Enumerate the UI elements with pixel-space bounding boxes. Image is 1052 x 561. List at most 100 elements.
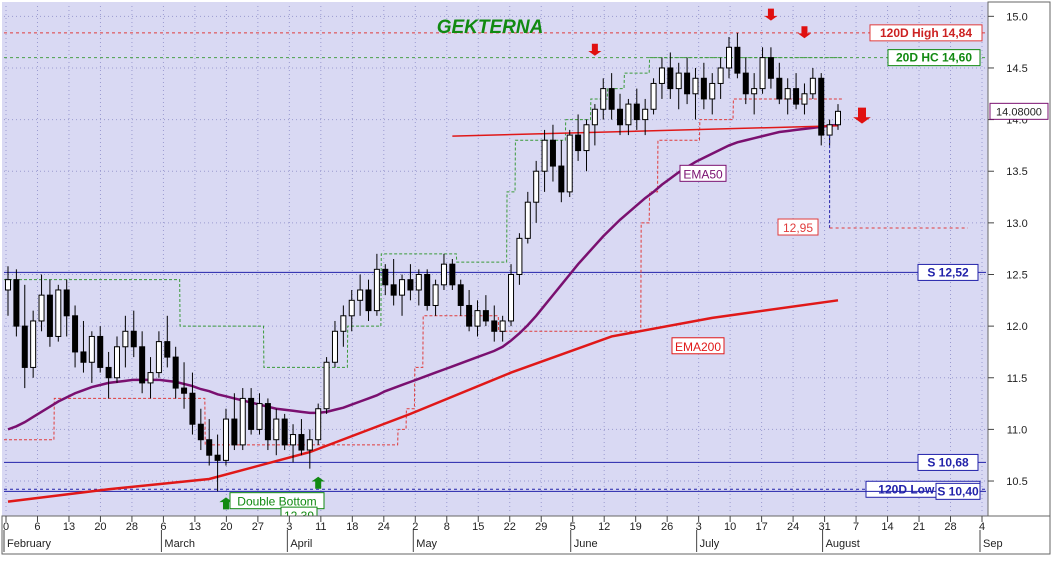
annotation-box bbox=[671, 337, 725, 355]
candle-up bbox=[222, 418, 229, 461]
candle-down bbox=[457, 284, 464, 306]
annotations-layer: Double Bottom12,39EMA50EMA20012,95 bbox=[219, 8, 968, 524]
x-tick-label: 24 bbox=[787, 521, 799, 533]
candle-up bbox=[357, 289, 364, 301]
candle-down bbox=[424, 273, 431, 306]
candle-down bbox=[734, 46, 741, 74]
candle-up bbox=[835, 110, 841, 126]
annotation-box bbox=[679, 164, 727, 182]
x-tick-label: 28 bbox=[126, 521, 138, 533]
candle-down bbox=[382, 268, 389, 286]
candle-down bbox=[298, 434, 305, 451]
candle-up bbox=[290, 434, 297, 446]
x-tick-label: 13 bbox=[63, 521, 75, 533]
red-down-arrow-icon bbox=[797, 26, 812, 39]
x-tick-label: 29 bbox=[535, 521, 547, 533]
candle-down bbox=[97, 335, 104, 368]
x-tick-label: 20 bbox=[94, 521, 106, 533]
red-stop-line bbox=[4, 98, 842, 446]
candle-up bbox=[348, 299, 355, 317]
candle-up bbox=[113, 346, 120, 379]
candle-up bbox=[625, 103, 632, 126]
x-tick-label: 14 bbox=[881, 521, 893, 533]
candle-up bbox=[88, 335, 95, 363]
month-label: May bbox=[416, 538, 437, 550]
x-tick-label: 10 bbox=[724, 521, 736, 533]
candle-down bbox=[390, 284, 397, 296]
candle-up bbox=[759, 57, 766, 90]
y-axis: 10.511.011.512.012.513.013.514.014.515.0… bbox=[988, 11, 1049, 488]
green-up-arrow-icon bbox=[311, 476, 325, 489]
x-tick-label: 6 bbox=[34, 521, 40, 533]
level-label-box bbox=[887, 49, 981, 67]
last-price-box bbox=[989, 102, 1049, 120]
month-label: August bbox=[826, 538, 860, 550]
candle-up bbox=[751, 88, 758, 95]
candle-up bbox=[474, 310, 481, 327]
candle-up bbox=[315, 408, 322, 441]
candle-down bbox=[13, 279, 20, 327]
level-label: S 10,68 bbox=[927, 455, 969, 469]
month-label: June bbox=[574, 538, 598, 550]
month-label: Sep bbox=[983, 538, 1003, 550]
x-tick-label: 3 bbox=[286, 521, 292, 533]
candle-down bbox=[72, 315, 79, 353]
candle-down bbox=[63, 289, 70, 317]
y-tick-label: 12.0 bbox=[1006, 321, 1027, 333]
candle-down bbox=[231, 418, 238, 446]
level-label-box bbox=[917, 453, 979, 471]
candle-up bbox=[440, 263, 447, 286]
annotation-label: EMA50 bbox=[683, 167, 723, 181]
candle-down bbox=[197, 423, 204, 441]
x-tick-label: 31 bbox=[818, 521, 830, 533]
level-label: S 10,40 bbox=[937, 484, 979, 498]
candle-up bbox=[399, 279, 406, 296]
ema50-line bbox=[7, 123, 839, 431]
last-price-label: 14.08000 bbox=[996, 106, 1042, 118]
candle-down bbox=[491, 320, 498, 332]
candlesticks bbox=[5, 32, 841, 492]
candle-down bbox=[684, 72, 691, 95]
annotation-label: Double Bottom bbox=[237, 495, 316, 509]
horizontal-levels: 120D High 14,84 20D HC 14,60 S 12,52 S 10,6… bbox=[4, 24, 986, 500]
candle-down bbox=[264, 403, 271, 441]
level-label-box bbox=[935, 482, 981, 500]
x-tick-label: 2 bbox=[412, 521, 418, 533]
x-tick-label: 18 bbox=[346, 521, 358, 533]
level-label: 20D HC 14,60 bbox=[896, 51, 972, 65]
x-tick-label: 11 bbox=[315, 521, 326, 533]
x-tick-label: 26 bbox=[661, 521, 673, 533]
x-tick-label: 3 bbox=[696, 521, 702, 533]
candle-down bbox=[776, 77, 783, 100]
candle-up bbox=[692, 77, 699, 95]
candle-up bbox=[38, 294, 45, 322]
x-tick-label: 0 bbox=[3, 521, 9, 533]
candle-up bbox=[784, 88, 791, 100]
candle-up bbox=[323, 361, 330, 410]
candle-down bbox=[181, 387, 188, 394]
candle-up bbox=[675, 72, 682, 90]
candle-up bbox=[340, 315, 347, 332]
candle-up bbox=[591, 108, 598, 126]
candle-down bbox=[617, 108, 624, 126]
candle-up bbox=[122, 330, 129, 348]
candle-up bbox=[801, 93, 808, 105]
y-tick-label: 13.0 bbox=[1006, 218, 1027, 230]
candle-down bbox=[281, 418, 288, 446]
candle-down bbox=[214, 454, 221, 461]
candle-up bbox=[373, 268, 380, 312]
candle-up bbox=[331, 330, 338, 363]
x-tick-label: 24 bbox=[378, 521, 390, 533]
y-tick-label: 11.0 bbox=[1007, 424, 1028, 436]
candle-up bbox=[155, 341, 162, 374]
candle-up bbox=[583, 124, 590, 152]
red-down-arrow-icon bbox=[853, 107, 871, 124]
candle-up bbox=[566, 134, 573, 193]
x-tick-label: 13 bbox=[189, 521, 201, 533]
candle-up bbox=[717, 67, 724, 84]
x-tick-label: 5 bbox=[570, 521, 576, 533]
candle-up bbox=[5, 279, 11, 291]
candle-down bbox=[172, 356, 179, 389]
candle-down bbox=[46, 294, 53, 337]
